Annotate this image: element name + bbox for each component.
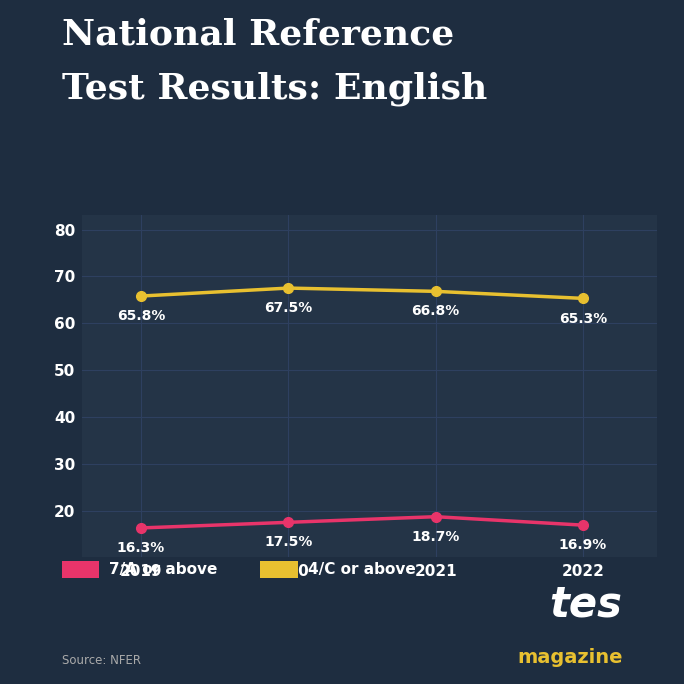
Text: Source: NFER: Source: NFER [62, 654, 140, 667]
Text: magazine: magazine [517, 648, 622, 667]
Text: tes: tes [549, 584, 622, 626]
Text: Test Results: English: Test Results: English [62, 72, 487, 106]
Text: 17.5%: 17.5% [264, 536, 313, 549]
Text: 4/C or above: 4/C or above [308, 562, 416, 577]
Text: 18.7%: 18.7% [412, 530, 460, 544]
Text: 66.8%: 66.8% [412, 304, 460, 319]
Text: 65.3%: 65.3% [559, 311, 607, 326]
Text: National Reference: National Reference [62, 17, 453, 51]
Text: 65.8%: 65.8% [117, 309, 166, 323]
Text: 16.9%: 16.9% [559, 538, 607, 552]
Text: 7/A or above: 7/A or above [109, 562, 218, 577]
Text: 16.3%: 16.3% [117, 541, 165, 555]
Text: 67.5%: 67.5% [264, 301, 313, 315]
